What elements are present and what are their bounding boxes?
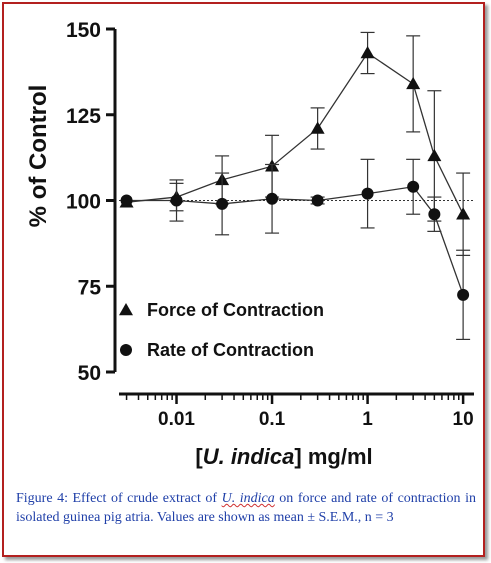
- x-axis-label-species: U. indica: [203, 444, 295, 469]
- legend-marker: [119, 303, 133, 316]
- series-rate-of-contraction: [120, 158, 471, 341]
- data-point: [457, 288, 470, 301]
- x-axis-label-suffix: ] mg/ml: [294, 444, 372, 469]
- legend-label: Rate of Contraction: [147, 340, 314, 360]
- y-tick-label: 150: [66, 19, 101, 42]
- data-point: [407, 180, 420, 193]
- data-point: [311, 194, 324, 207]
- data-point: [456, 207, 471, 220]
- y-axis-label: % of Control: [25, 85, 52, 228]
- figure-frame: 50 75 100 125 150 0.01 0.1 1 10 Force of Contrac…: [2, 2, 485, 557]
- y-tick-label: 125: [66, 105, 101, 128]
- caption-text-end: on force and rate of contraction in isol…: [16, 491, 476, 525]
- series-force-of-contraction: [119, 31, 471, 256]
- x-tick-label: 0.1: [259, 409, 286, 430]
- data-point: [428, 208, 441, 221]
- y-tick-label: 50: [78, 362, 101, 385]
- data-point: [266, 192, 279, 205]
- x-tick-label: 10: [453, 409, 474, 430]
- series-layer: [119, 31, 471, 341]
- legend: Force of Contraction Rate of Contraction: [119, 300, 324, 360]
- x-tick-label: 1: [362, 409, 373, 430]
- data-point: [361, 187, 374, 200]
- chart: 50 75 100 125 150 0.01 0.1 1 10 Force of Contrac…: [25, 19, 474, 469]
- data-point: [360, 46, 375, 59]
- data-point: [427, 148, 442, 162]
- legend-label: Force of Contraction: [147, 300, 324, 320]
- data-point: [216, 197, 229, 210]
- x-tick-label: 0.01: [158, 409, 195, 430]
- y-tick-label: 100: [66, 191, 101, 214]
- x-axis-label: [U. indica] mg/ml: [195, 444, 372, 469]
- y-tick-label: 75: [78, 276, 102, 299]
- caption-text-start: Figure 4: Effect of crude extract of: [16, 491, 222, 506]
- x-axis-label-prefix: [: [195, 444, 203, 469]
- caption-species: U. indica: [221, 491, 275, 506]
- data-point: [170, 194, 183, 207]
- figure-caption: Figure 4: Effect of crude extract of U. …: [16, 489, 476, 527]
- data-point: [310, 121, 325, 134]
- data-point: [120, 194, 133, 207]
- axes: 50 75 100 125 150 0.01 0.1 1 10: [66, 19, 474, 430]
- legend-marker: [120, 344, 132, 356]
- data-point: [406, 76, 421, 90]
